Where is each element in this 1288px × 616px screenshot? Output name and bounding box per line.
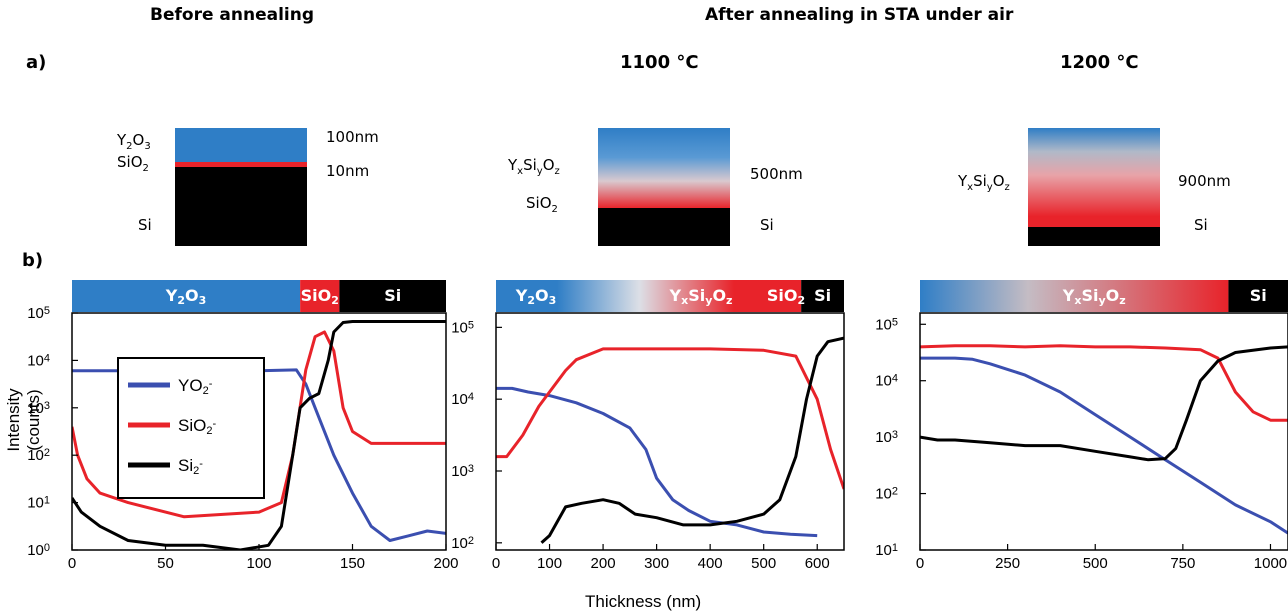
x-tick-label: 500: [1083, 555, 1108, 572]
y-tick-label: 101: [875, 542, 898, 559]
header-before: Before annealing: [150, 5, 314, 25]
label-y2o3: Y2O3: [117, 131, 151, 152]
chart-panel-2: YxSiyOz Si 0 250 500 750 1000 101 102 103 104 105: [875, 280, 1288, 572]
bar-label: SiO2: [767, 286, 805, 307]
thickness-900nm: 900nm: [1178, 172, 1231, 190]
bar-label: Si: [1250, 286, 1267, 305]
bar-label: Y2O3: [515, 286, 557, 307]
stack-1200: [1028, 128, 1160, 246]
x-tick-label: 100: [246, 555, 271, 572]
y-tick-label: 104: [27, 352, 50, 369]
x-tick-label: 0: [68, 555, 76, 572]
x-tick-label: 100: [537, 555, 562, 572]
x-tick-label: 200: [591, 555, 616, 572]
x-tick-label: 1000: [1254, 555, 1287, 572]
layer-sio2: [175, 162, 307, 167]
y-tick-label: 105: [875, 316, 898, 333]
layer-y2o3: [175, 128, 307, 162]
temp-1200: 1200 °C: [1060, 52, 1139, 73]
y-tick-label: 102: [875, 485, 898, 502]
bar-label: SiO2: [301, 286, 339, 307]
stack-1100: [598, 128, 730, 246]
panel-a-label: a): [26, 52, 47, 73]
series-group: [920, 344, 1288, 535]
bar-label: Y2O3: [165, 286, 207, 307]
y-tick-label: 103: [451, 463, 474, 480]
plot-frame: [495, 312, 845, 551]
bar-segment: [72, 280, 301, 312]
legend-label: YO2-: [178, 376, 213, 397]
panel-b-label: b): [22, 250, 44, 271]
bar-label: YxSiyOz: [669, 286, 733, 307]
series-line-Si2-: [72, 320, 446, 550]
stack-before: [175, 128, 307, 246]
bar-gradient: [920, 280, 1229, 312]
x-tick-label: 600: [805, 555, 830, 572]
x-tick-label: 300: [644, 555, 669, 572]
y-tick-label: 105: [451, 319, 474, 336]
x-tick-label: 750: [1170, 555, 1195, 572]
x-tick-label: 50: [157, 555, 174, 572]
label-si-1100: Si: [760, 216, 774, 234]
x-tick-label: 150: [340, 555, 365, 572]
bar-label: YxSiyOz: [1062, 286, 1126, 307]
label-si: Si: [138, 216, 152, 234]
y-tick-label: 104: [451, 391, 474, 408]
legend-label: Si2-: [178, 456, 203, 477]
label-sio2-1100: SiO2: [526, 194, 558, 215]
bar-gradient: [496, 280, 802, 312]
layer-si: [175, 167, 307, 246]
series-line-Si2-: [920, 345, 1288, 462]
series-line-YO2-: [496, 386, 818, 538]
legend: YO2- SiO2- Si2-: [117, 357, 265, 499]
bar-segment: [339, 280, 446, 312]
thickness-100nm: 100nm: [326, 128, 379, 146]
y-tick-label: 102: [451, 534, 474, 551]
bar-si: [801, 280, 844, 312]
label-sio2: SiO2: [117, 153, 149, 174]
bar-si: [1228, 280, 1288, 312]
thickness-10nm: 10nm: [326, 162, 370, 180]
label-si-1200: Si: [1194, 216, 1208, 234]
x-axis-label: Thickness (nm): [585, 592, 702, 611]
y-tick-label: 105: [27, 305, 50, 322]
series-line-YO2-: [920, 356, 1288, 535]
bar-segment: [300, 280, 340, 312]
y-tick-label: 100: [27, 542, 50, 559]
x-tick-label: 400: [698, 555, 723, 572]
x-tick-label: 0: [916, 555, 924, 572]
x-tick-label: 200: [433, 555, 458, 572]
y-axis-label: Intensity (counts): [4, 388, 43, 452]
header-after: After annealing in STA under air: [705, 5, 1014, 25]
y-tick-label: 104: [875, 372, 898, 389]
label-yxsiyoz-1200: YxSiyOz: [958, 172, 1010, 193]
plot-frame: [919, 312, 1288, 551]
chart-panel-1: Y2O3 YxSiyOz SiO2 Si 0 100 200 300 400 500 600 102 1…: [451, 280, 845, 572]
x-tick-label: 250: [995, 555, 1020, 572]
label-yxsiyoz-1100: YxSiyOz: [508, 156, 560, 177]
thickness-500nm: 500nm: [750, 165, 803, 183]
legend-box: [117, 357, 265, 499]
legend-label: SiO2-: [178, 416, 216, 437]
series-line-SiO2-: [496, 347, 844, 490]
y-tick-label: 103: [27, 399, 50, 416]
bar-label: Si: [384, 286, 401, 305]
temp-1100: 1100 °C: [620, 52, 699, 73]
y-tick-label: 102: [27, 447, 50, 464]
series-line-SiO2-: [920, 344, 1288, 422]
series-group: [496, 336, 844, 544]
series-line-Si2-: [540, 336, 844, 544]
y-tick-label: 101: [27, 494, 50, 511]
bar-label: Si: [814, 286, 831, 305]
x-tick-label: 500: [751, 555, 776, 572]
x-tick-label: 0: [492, 555, 500, 572]
chart-panel-0: Y2O3 SiO2 Si 0 50 100 150 200 100 101 102 103 104 105: [27, 280, 459, 572]
y-tick-label: 103: [875, 429, 898, 446]
